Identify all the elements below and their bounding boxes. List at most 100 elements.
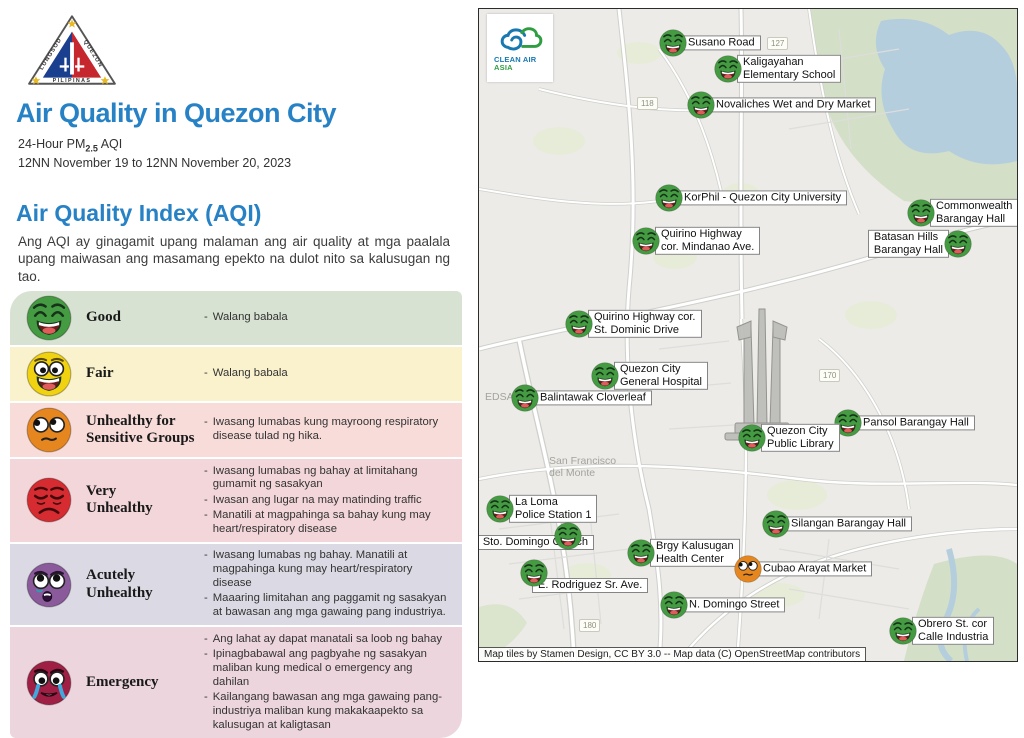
aqi-advisory-item: - Maaaring limitahan ang paggamit ng sasa…: [204, 592, 448, 620]
aqi-face-icon: [632, 227, 660, 255]
map-marker: Balintawak Cloverleaf: [511, 384, 652, 412]
aqi-advisory-list: - Iwasang lumabas kung mayroong respirato…: [204, 415, 452, 446]
map-marker: KorPhil - Quezon City University: [655, 184, 848, 212]
aqi-face-icon: [834, 409, 862, 437]
aqi-face-icon: [714, 55, 742, 83]
aqi-face-icon: [26, 562, 72, 608]
map-marker-label: La Loma Police Station 1: [509, 494, 598, 524]
aqi-level-label: Fair: [86, 365, 114, 382]
good-face-icon: [687, 91, 715, 119]
map-marker: Novaliches Wet and Dry Market: [687, 91, 877, 119]
aqi-advisory-text: Iwasang lumabas ng bahay at limitahang g…: [212, 464, 418, 491]
map-marker-label: Obrero St. cor Calle Industria: [912, 616, 995, 646]
clean-air-asia-cloud-icon: [500, 27, 543, 51]
map-marker-label: Kaligayahan Elementary School: [737, 54, 842, 84]
aqi-section-heading: Air Quality Index (AQI): [16, 200, 262, 226]
map-marker-label: Novaliches Wet and Dry Market: [710, 97, 877, 113]
aqi-advisory-item: - Walang babala: [204, 311, 448, 325]
aqi-level-label: Emergency: [86, 673, 159, 690]
aqi-advisory-item: - Ipinagbabawal ang pagbyahe ng sasakyan …: [204, 648, 448, 689]
bullet-dash: -: [204, 416, 208, 429]
aqi-legend-row: Acutely Unhealthy - Iwasang lumabas ng ba…: [10, 543, 462, 626]
clean-air-asia-wordmark: CLEAN AIR ASIA: [494, 54, 537, 72]
subtitle-metric: 24-Hour PM2.5 AQI: [18, 137, 123, 154]
good-face-icon: [554, 522, 582, 550]
map-marker-label: Quezon City Public Library: [761, 423, 840, 453]
aqi-advisory-text: Maaaring limitahan ang paggamit ng sasak…: [212, 592, 447, 619]
aqi-face-icon: [26, 407, 72, 453]
map-marker: E. Rodriguez Sr. Ave.: [520, 559, 649, 594]
bullet-dash: -: [204, 367, 208, 380]
good-face-icon: [627, 539, 655, 567]
page-title: Air Quality in Quezon City: [16, 98, 337, 128]
aqi-face-icon: [907, 199, 935, 227]
good-face-icon: [520, 559, 548, 587]
map-marker: Silangan Barangay Hall: [762, 510, 912, 538]
aqi-level-label: Acutely Unhealthy: [86, 567, 153, 601]
map-marker: Sto. Domingo Church: [479, 522, 594, 551]
map-marker-label: Brgy Kalusugan Health Center: [650, 538, 740, 568]
bullet-dash: -: [204, 508, 208, 521]
good-face-icon: [714, 55, 742, 83]
aqi-face-icon: [486, 495, 514, 523]
map-place-label: EDSA: [485, 391, 514, 403]
good-face-icon: [565, 310, 593, 338]
aqi-legend: Good - Walang babala Fair - Walang babala …: [10, 291, 462, 738]
aqi-advisory-item: - Manatili at magpahinga sa bahay kung ma…: [204, 509, 448, 537]
road-number-badge: 170: [819, 369, 841, 382]
good-face-icon: [632, 227, 660, 255]
very-unhealthy-face-icon: [26, 478, 72, 523]
aqi-face-icon: [734, 555, 762, 583]
aqi-advisory-item: - Ang lahat ay dapat manatali sa loob ng …: [204, 633, 448, 647]
aqi-advisory-text: Walang babala: [212, 311, 288, 324]
aqi-advisory-item: - Iwasang lumabas kung mayroong respirato…: [204, 416, 448, 444]
aqi-advisory-item: - Iwasan ang lugar na may matinding traff…: [204, 494, 448, 508]
good-face-icon: [889, 617, 917, 645]
bullet-dash: -: [204, 493, 208, 506]
good-face-icon: [660, 591, 688, 619]
good-face-icon: [486, 495, 514, 523]
date-range: 12NN November 19 to 12NN November 20, 20…: [18, 156, 292, 171]
aqi-face-icon: [511, 384, 539, 412]
aqi-advisory-list: - Iwasang lumabas ng bahay at limitahang …: [204, 463, 452, 538]
good-face-icon: [655, 184, 683, 212]
aqi-advisory-text: Iwasang lumabas kung mayroong respirator…: [212, 416, 439, 442]
aqi-advisory-list: - Walang babala: [204, 310, 452, 327]
fair-face-icon: [26, 351, 72, 397]
map-marker: Kaligayahan Elementary School: [714, 54, 842, 84]
map-marker-label: Silangan Barangay Hall: [785, 516, 912, 532]
aqi-advisory-text: Walang babala: [212, 367, 288, 380]
aqi-face-icon: [565, 310, 593, 338]
bullet-dash: -: [204, 592, 208, 605]
good-face-icon: [762, 510, 790, 538]
aqi-face-icon: [26, 660, 72, 706]
map-marker: Cubao Arayat Market: [734, 555, 873, 583]
aqi-face-icon: [944, 230, 972, 258]
bullet-dash: -: [204, 549, 208, 562]
aqi-face-icon: [687, 91, 715, 119]
map-marker-label: Quezon City General Hospital: [614, 361, 708, 391]
aqi-face-icon: [738, 424, 766, 452]
aqi-advisory-list: - Walang babala: [204, 366, 452, 383]
report-subtitle: 24-Hour PM2.5 AQI 12NN November 19 to 12…: [18, 136, 291, 173]
usg-face-icon: [734, 555, 762, 583]
aqi-level-label: Very Unhealthy: [86, 483, 153, 517]
bullet-dash: -: [204, 648, 208, 661]
aqi-advisory-item: - Walang babala: [204, 367, 448, 381]
road-number-badge: 118: [637, 97, 658, 110]
aqi-advisory-text: Ang lahat ay dapat manatali sa loob ng b…: [212, 632, 443, 645]
map-marker-label: Susano Road: [682, 35, 761, 51]
map-place-label: San Francisco del Monte: [549, 455, 617, 480]
bullet-dash: -: [204, 311, 208, 324]
quezon-city-seal: LUNGSOD QUEZON PILIPINAS: [28, 15, 116, 85]
aqi-level-label: Unhealthy for Sensitive Groups: [86, 412, 195, 446]
aqi-advisory-text: Kailangang bawasan ang mga gawaing pang-…: [212, 690, 443, 731]
good-face-icon: [659, 29, 687, 57]
map-marker-label: Batasan Hills Barangay Hall: [867, 229, 949, 259]
bullet-dash: -: [204, 632, 208, 645]
bullet-dash: -: [204, 690, 208, 703]
map-marker: Susano Road: [659, 29, 761, 57]
aqi-level-label: Good: [86, 309, 122, 326]
map-marker-label: E. Rodriguez Sr. Ave.: [532, 578, 649, 594]
aqi-advisory-item: - Iwasang lumabas ng bahay at limitahang …: [204, 465, 448, 493]
